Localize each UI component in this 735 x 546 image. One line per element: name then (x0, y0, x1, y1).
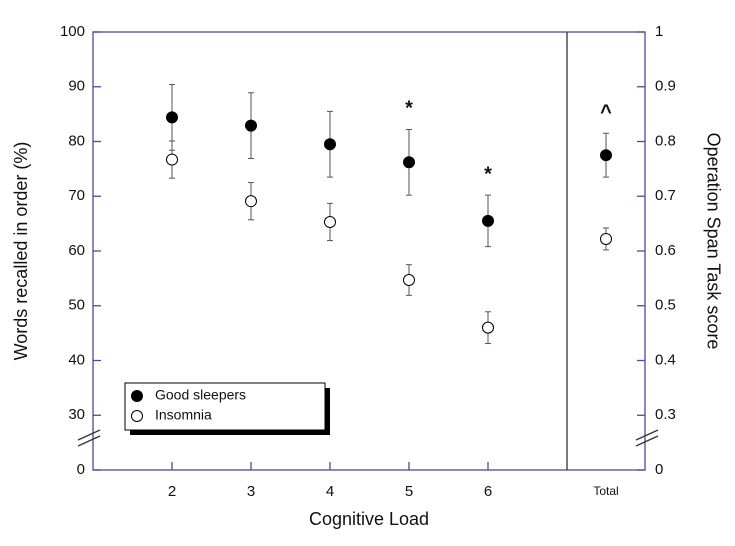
x-tick-label: 3 (247, 483, 255, 500)
y2-tick-label: 0 (655, 461, 663, 478)
marker (166, 153, 178, 166)
x-tick-label: 2 (168, 483, 176, 500)
marker (482, 214, 494, 227)
axis-break (77, 429, 659, 447)
legend-box (124, 382, 326, 431)
y-tick-label: 40 (68, 351, 85, 368)
y-tick-label: 0 (77, 461, 85, 478)
y2-axis-label: Operation Span Task score (703, 133, 723, 350)
marker (324, 215, 336, 228)
legend-label: Good sleepers (155, 387, 246, 403)
marker (245, 195, 257, 208)
y-tick-label: 70 (68, 187, 85, 204)
annotation: * (405, 98, 413, 120)
y-tick-label: 100 (60, 23, 85, 40)
y2-tick-label: 1 (655, 23, 663, 40)
y2-tick-label: 0.7 (655, 187, 676, 204)
x-tick-label: 4 (326, 483, 334, 500)
legend-marker (131, 410, 143, 422)
y-axis-label: Words recalled in order (%) (11, 142, 31, 361)
legend-label: Insomnia (155, 407, 212, 423)
x-tick-label: 5 (405, 483, 413, 500)
y-tick-label: 30 (68, 406, 85, 423)
x-axis-label: Cognitive Load (309, 509, 429, 529)
marker (166, 111, 178, 124)
annotation: * (484, 163, 492, 185)
marker (600, 232, 612, 245)
y-tick-label: 80 (68, 132, 85, 149)
y2-tick-label: 0.6 (655, 242, 676, 259)
x-tick-label: 6 (484, 483, 492, 500)
marker (324, 138, 336, 151)
y-tick-label: 90 (68, 78, 85, 95)
y2-tick-label: 0.4 (655, 351, 676, 368)
y-tick-label: 60 (68, 242, 85, 259)
marker (403, 156, 415, 169)
y2-tick-label: 0.3 (655, 406, 676, 423)
marker (600, 149, 612, 162)
x-tick-label: Total (593, 484, 618, 498)
marker (403, 274, 415, 287)
annotation: ^ (600, 102, 612, 124)
y2-tick-label: 0.8 (655, 132, 676, 149)
marker (482, 321, 494, 334)
y-tick-label: 50 (68, 297, 85, 314)
y2-tick-label: 0.9 (655, 78, 676, 95)
marker (245, 119, 257, 132)
y2-tick-label: 0.5 (655, 297, 676, 314)
legend-marker (131, 390, 143, 402)
